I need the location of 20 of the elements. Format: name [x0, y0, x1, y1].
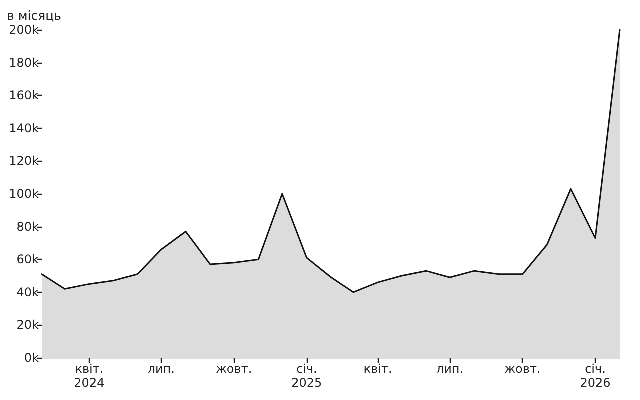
y-tick-label: 80k: [16, 220, 40, 234]
x-tick-label: квіт. 2024: [74, 362, 105, 390]
y-axis-title: в місяць: [7, 8, 62, 23]
y-tick-label: 100k: [9, 187, 40, 201]
x-tick-label: лип.: [436, 362, 464, 376]
x-tick-label: квіт.: [364, 362, 392, 376]
x-tick-label: січ. 2025: [292, 362, 322, 390]
y-tick-label: 40k: [16, 285, 40, 300]
y-tick-label: 140k: [9, 121, 40, 136]
x-tick-label: жовт.: [504, 362, 541, 376]
y-tick-label: 20k: [16, 318, 40, 332]
y-tick-label: 160k: [9, 88, 40, 103]
y-tick-label: 200k: [9, 23, 40, 37]
y-tick-label: 180k: [9, 56, 40, 70]
y-tick-label: 60k: [16, 252, 40, 267]
y-tick-label: 120k: [9, 154, 40, 168]
x-tick-label: жовт.: [216, 362, 252, 376]
y-tick-label: 0k: [24, 351, 40, 365]
x-tick-label: січ. 2026: [580, 362, 611, 390]
x-tick-label: лип.: [148, 362, 175, 376]
